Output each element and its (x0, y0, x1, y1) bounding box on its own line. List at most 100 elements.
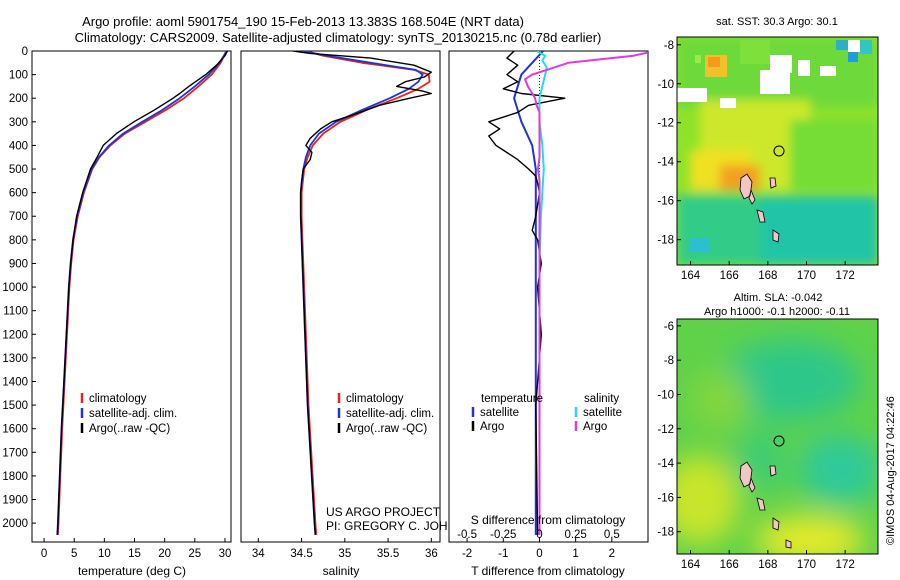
difference-line-t-satellite (513, 51, 544, 535)
difference-panel: -2 -1 0 1 2 -0.5 -0.25 0 0.25 0.5 S difference fr… (448, 50, 649, 578)
sla-map-panel: Altim. SLA: -0.042 Argo h1000: -0.1 h200… (657, 292, 879, 571)
temperature-profile-lines (56, 51, 229, 535)
map-xtick-label: 164 (681, 270, 701, 282)
temperature-x-ticks: 0 5 10 15 20 25 30 (41, 538, 232, 560)
difference-profile-lines (488, 51, 648, 535)
legend-label: satellite-adj. clim. (89, 408, 177, 420)
temperature-panel: 0100200300400500600700800900100011001200… (2, 46, 232, 578)
temperature-ytick-label: 2000 (2, 518, 28, 530)
sst-map-title: sat. SST: 30.3 Argo: 30.1 (716, 16, 838, 28)
salinity-xtick-label: 34 (252, 548, 265, 560)
temperature-ytick-label: 0 (22, 46, 28, 58)
figure-title-line-2: Climatology: CARS2009. Satellite-adjuste… (75, 30, 602, 45)
temperature-ytick-label: 1000 (2, 282, 28, 294)
salinity-legend: climatology satellite-adj. clim. Argo(..ra… (337, 393, 434, 435)
sst-map-image (677, 37, 878, 265)
pi-label: PI: GREGORY C. JOHNSON (326, 519, 482, 533)
temperature-xtick-label: 15 (128, 548, 141, 560)
temperature-xtick-label: 25 (188, 548, 201, 560)
salinity-profile-lines (292, 51, 432, 535)
temperature-ytick-label: 1700 (2, 447, 28, 459)
temperature-ytick-label: 1800 (2, 471, 28, 483)
map-ytick-label: -14 (657, 458, 674, 470)
sst-argo-marker (773, 145, 785, 157)
map-ytick-label: -12 (657, 424, 674, 436)
difference-top-tick-label: -0.25 (490, 529, 516, 541)
difference-top-tick-label: 0.5 (604, 529, 620, 541)
temperature-ytick-label: 500 (9, 164, 28, 176)
temperature-xtick-label: 0 (41, 548, 47, 560)
temperature-axes-frame (31, 50, 232, 543)
sst-map-frame (676, 36, 879, 266)
difference-xtick-label: -1 (498, 548, 508, 560)
project-label: US ARGO PROJECT (326, 505, 441, 519)
legend-label: Argo(..raw -QC) (89, 423, 170, 435)
sst-land-islands (739, 173, 780, 243)
map-xtick-label: 172 (836, 559, 855, 571)
map-ytick-label: -16 (657, 492, 674, 504)
temperature-ytick-label: 1600 (2, 424, 28, 436)
sst-map-ticks: 164 166 168 170 172 -8 -10 -12 -14 -16 -18 (657, 40, 854, 282)
difference-top-tick-label: 0.25 (564, 529, 586, 541)
map-ytick-label: -8 (664, 355, 674, 367)
legend-label: Argo (583, 421, 607, 433)
salinity-xtick-label: 35.5 (377, 548, 399, 560)
temperature-ytick-label: 800 (9, 235, 28, 247)
map-xtick-label: 172 (836, 270, 855, 282)
legend-label: satellite (583, 407, 622, 419)
temperature-legend: climatology satellite-adj. clim. Argo(..ra… (80, 393, 177, 435)
temperature-xtick-label: 10 (98, 548, 111, 560)
temperature-ytick-label: 1300 (2, 353, 28, 365)
sla-map-ticks: 164 166 168 170 172 -6 -8 -10 -12 -14 -16 -18 (657, 321, 854, 571)
sla-map-frame (676, 318, 879, 555)
map-ytick-label: -18 (657, 527, 674, 539)
sst-map-panel: sat. SST: 30.3 Argo: 30.1 (657, 16, 879, 282)
legend-label: satellite (480, 407, 519, 419)
temperature-ytick-label: 300 (9, 117, 28, 129)
map-ytick-label: -16 (657, 196, 674, 208)
sla-land-islands (739, 461, 792, 549)
map-xtick-label: 166 (720, 559, 739, 571)
temperature-ytick-label: 1400 (2, 376, 28, 388)
map-xtick-label: 166 (720, 270, 739, 282)
temperature-ytick-label: 100 (9, 70, 28, 82)
salinity-xtick-label: 34.5 (290, 548, 312, 560)
temperature-ytick-label: 1100 (3, 306, 28, 318)
legend-label: climatology (89, 393, 147, 405)
temperature-ytick-label: 1900 (2, 495, 28, 507)
temperature-depth-ticks: 0 100 200 300 400 500 600 700 800 900 1000 1100 1200… (2, 46, 36, 530)
temperature-ytick-label: 700 (9, 211, 28, 223)
map-xtick-label: 168 (758, 559, 777, 571)
map-ytick-label: -6 (664, 321, 674, 333)
sla-map-title-2: Argo h1000: -0.1 h2000: -0.11 (704, 306, 850, 318)
difference-x-ticks: -2 -1 0 1 2 -0.5 -0.25 0 0.25 0.5 (457, 529, 620, 560)
difference-xtick-label: 0 (536, 548, 542, 560)
temperature-xtick-label: 30 (219, 548, 232, 560)
temperature-xlabel: temperature (deg C) (78, 564, 186, 578)
legend-label: Argo(..raw -QC) (346, 423, 427, 435)
sla-map-title-1: Altim. SLA: -0.042 (734, 292, 823, 304)
map-xtick-label: 164 (681, 559, 701, 571)
temperature-ytick-label: 1500 (2, 400, 28, 412)
difference-xtick-label: 2 (609, 548, 615, 560)
difference-line-s-argo (524, 51, 648, 535)
legend-label: temperature (481, 393, 543, 405)
temperature-ytick-label: 200 (9, 93, 28, 105)
map-xtick-label: 168 (758, 270, 777, 282)
salinity-x-ticks: 34 34.5 35 35.5 36 (252, 538, 438, 560)
legend-label: Argo (480, 421, 504, 433)
map-ytick-label: -10 (657, 389, 674, 401)
difference-legend: temperature satellite Argo salinity satellit… (471, 393, 622, 433)
temperature-line-argo (56, 51, 229, 535)
map-ytick-label: -14 (657, 157, 674, 169)
sla-field (677, 340, 878, 554)
difference-top-label: S difference from climatology (471, 513, 626, 527)
temperature-ytick-label: 1200 (2, 329, 28, 341)
salinity-xlabel: salinity (323, 564, 360, 578)
map-ytick-label: -10 (657, 79, 674, 91)
salinity-xtick-label: 35 (338, 548, 351, 560)
temperature-ytick-label: 400 (9, 140, 28, 152)
salinity-xtick-label: 36 (425, 548, 438, 560)
difference-top-tick-label: -0.5 (457, 529, 477, 541)
difference-axes-frame (448, 50, 649, 543)
